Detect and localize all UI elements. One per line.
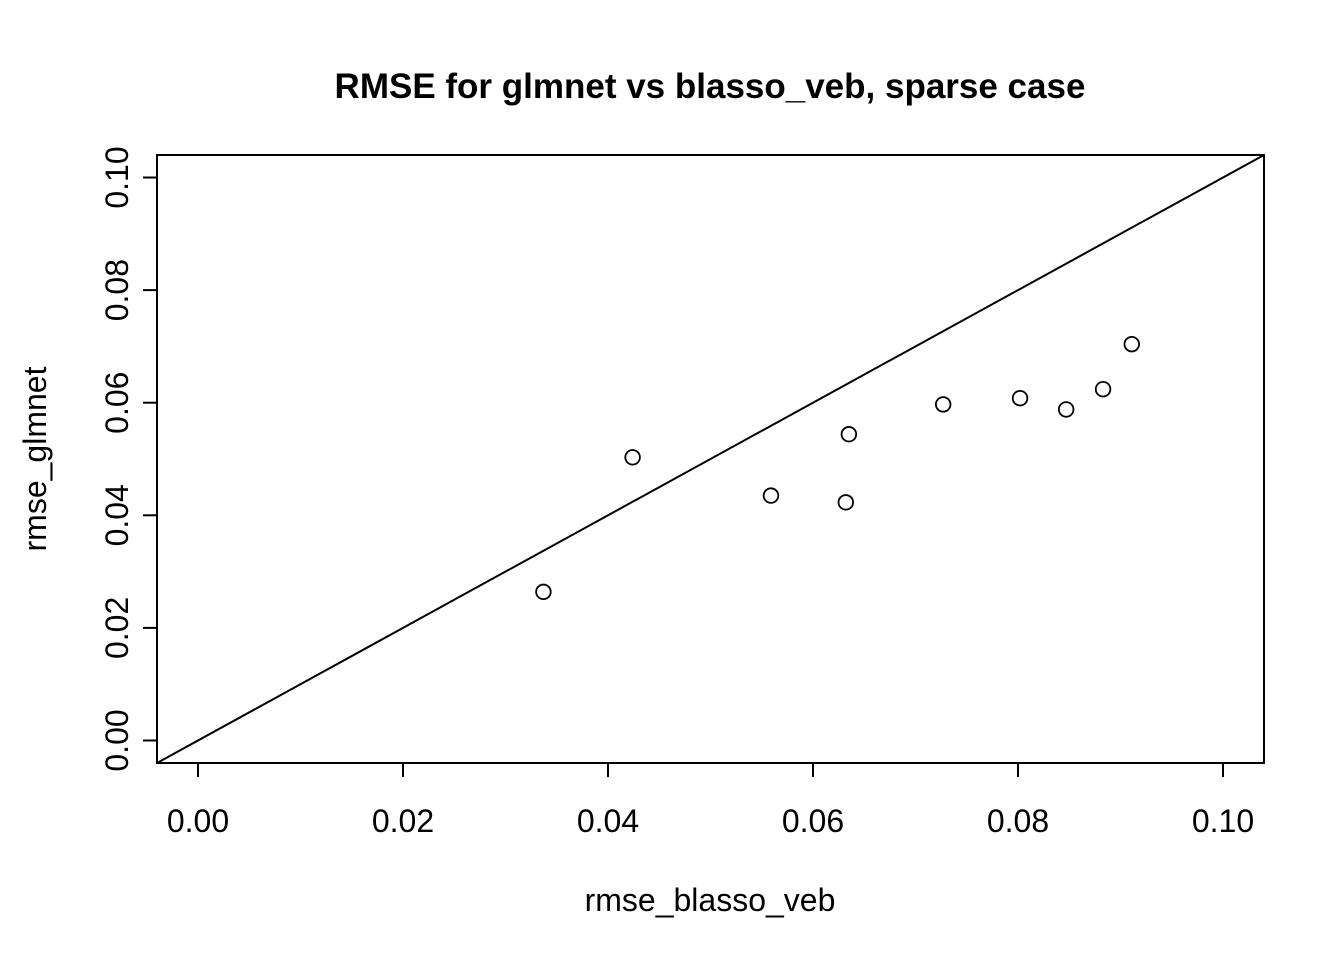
x-axis-label: rmse_blasso_veb xyxy=(585,882,836,918)
data-point-marker xyxy=(624,449,641,466)
plot-border-box xyxy=(156,154,1265,764)
x-tick-label: 0.00 xyxy=(167,803,229,839)
data-points xyxy=(535,335,1140,601)
x-axis-ticks xyxy=(197,763,1224,777)
x-tick-label: 0.04 xyxy=(577,803,639,839)
y-tick-label: 0.06 xyxy=(99,372,135,434)
x-tick-label: 0.06 xyxy=(782,803,844,839)
y-tick-label: 0.10 xyxy=(99,146,135,208)
y-axis-label: rmse_glmnet xyxy=(17,366,53,551)
data-point-marker xyxy=(1057,401,1075,418)
y-axis-tick-labels: 0.00 0.02 0.04 0.06 0.08 0.10 xyxy=(99,146,135,771)
data-point-marker xyxy=(1094,380,1112,398)
y-tick-label: 0.02 xyxy=(99,597,135,659)
x-tick-label: 0.02 xyxy=(372,803,434,839)
diagonal-reference-line xyxy=(156,154,1265,764)
x-tick-label: 0.10 xyxy=(1192,803,1254,839)
data-point-marker xyxy=(840,426,858,443)
data-point-marker xyxy=(934,396,952,413)
data-point-marker xyxy=(837,494,855,511)
y-axis-ticks xyxy=(143,176,157,742)
data-point-marker xyxy=(1123,335,1140,353)
y-tick-label: 0.00 xyxy=(99,709,135,771)
x-tick-label: 0.08 xyxy=(987,803,1049,839)
data-point-marker xyxy=(1011,390,1029,407)
y-tick-label: 0.04 xyxy=(99,484,135,546)
data-point-marker xyxy=(535,583,552,601)
x-axis-tick-labels: 0.00 0.02 0.04 0.06 0.08 0.10 xyxy=(167,803,1254,839)
plot-title: RMSE for glmnet vs blasso_veb, sparse ca… xyxy=(335,67,1086,106)
y-tick-label: 0.08 xyxy=(99,259,135,321)
data-point-marker xyxy=(762,487,780,504)
